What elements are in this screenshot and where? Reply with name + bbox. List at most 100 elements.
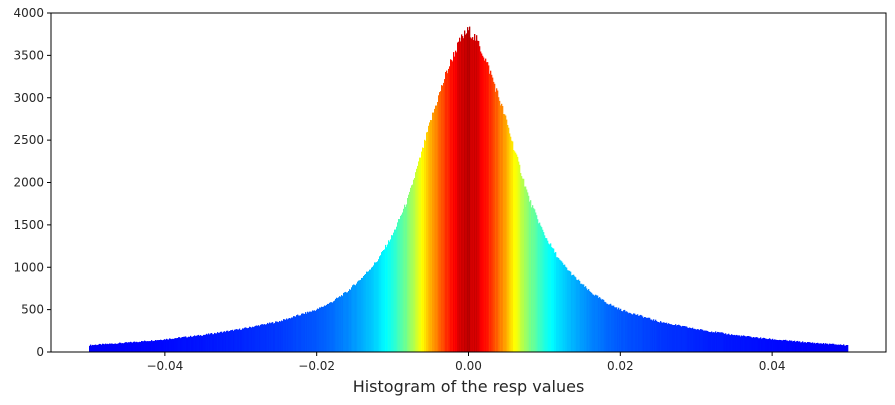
histogram-bar <box>827 343 829 352</box>
histogram-bar <box>625 311 627 352</box>
histogram-bar <box>448 68 450 353</box>
histogram-bar <box>278 322 280 352</box>
histogram-bar <box>441 85 443 352</box>
histogram-bar <box>832 343 834 352</box>
histogram-bar <box>729 334 731 352</box>
histogram-bar <box>834 344 836 352</box>
histogram-bar <box>169 338 171 352</box>
histogram-bar <box>536 215 538 352</box>
histogram-bar <box>159 340 161 352</box>
histogram-bar <box>347 292 349 352</box>
histogram-bar <box>212 334 214 352</box>
histogram-bar <box>195 336 197 352</box>
y-tick-label: 1000 <box>13 260 44 274</box>
histogram-bar <box>340 296 342 352</box>
histogram-bar <box>107 343 109 352</box>
histogram-bar <box>703 330 705 352</box>
histogram-bar <box>178 337 180 352</box>
histogram-bar <box>626 311 628 352</box>
histogram-bar <box>694 328 696 352</box>
histogram-bar <box>762 338 764 352</box>
histogram-bar <box>474 34 476 352</box>
histogram-bar <box>401 214 403 352</box>
histogram-bar <box>290 318 292 352</box>
histogram-bar <box>687 327 689 352</box>
x-tick-label: 0.00 <box>455 359 482 373</box>
histogram-bar <box>507 125 509 352</box>
histogram-bar <box>595 294 597 352</box>
histogram-bar <box>609 304 611 352</box>
histogram-bar <box>782 340 784 352</box>
histogram-bar <box>797 340 799 352</box>
histogram-bar <box>430 120 432 352</box>
histogram-bar <box>203 334 205 352</box>
histogram-bar <box>541 227 543 352</box>
histogram-bar <box>156 340 158 352</box>
histogram-bar <box>174 338 176 352</box>
histogram-bar <box>622 311 624 352</box>
histogram-bar <box>771 339 773 352</box>
histogram-bar <box>266 324 268 352</box>
histogram-bar <box>188 336 190 352</box>
histogram-bar <box>732 334 734 352</box>
histogram-bar <box>200 335 202 352</box>
histogram-bar <box>166 338 168 352</box>
histogram-bar <box>501 103 503 352</box>
histogram-bar <box>712 332 714 352</box>
histogram-bar <box>350 289 352 352</box>
histogram-bar <box>276 321 278 352</box>
histogram-bar <box>522 178 524 352</box>
histogram-bar <box>836 344 838 352</box>
histogram-bar <box>680 325 682 352</box>
histogram-bar <box>97 344 99 352</box>
histogram-bar <box>824 344 826 352</box>
histogram-bar <box>433 112 435 352</box>
histogram-bar <box>367 271 369 352</box>
histogram-bar <box>286 318 288 352</box>
histogram-bar <box>544 235 546 352</box>
histogram-bar <box>273 323 275 352</box>
histogram-bar <box>833 343 835 352</box>
histogram-bar <box>411 185 413 352</box>
histogram-bar <box>101 344 103 352</box>
histogram-bar <box>570 271 572 352</box>
histogram-bar <box>214 332 216 352</box>
histogram-bar <box>692 327 694 352</box>
histogram-bar <box>630 313 632 352</box>
histogram-bar <box>283 319 285 352</box>
histogram-bar <box>494 83 496 353</box>
histogram-bar <box>552 248 554 352</box>
y-tick-label: 2500 <box>13 133 44 147</box>
histogram-bar <box>279 321 281 352</box>
histogram-bar <box>486 62 488 352</box>
histogram-bar <box>773 339 775 352</box>
histogram-bar <box>104 344 106 352</box>
histogram-bar <box>800 342 802 352</box>
histogram-bar <box>410 187 412 352</box>
histogram-bar <box>714 332 716 352</box>
histogram-bar <box>341 295 343 352</box>
histogram-bar <box>847 345 849 352</box>
histogram-bar <box>505 115 507 352</box>
histogram-bar <box>579 281 581 352</box>
histogram-bar <box>155 340 157 352</box>
histogram-bar <box>818 343 820 352</box>
histogram-bar <box>721 332 723 352</box>
histogram-bar <box>530 200 532 352</box>
histogram-bar <box>371 267 373 352</box>
histogram-bar <box>165 339 167 352</box>
histogram-bar <box>621 311 623 352</box>
histogram-bar <box>679 325 681 352</box>
histogram-bar <box>390 239 392 352</box>
histogram-bar <box>665 323 667 352</box>
histogram-bar <box>462 36 464 352</box>
histogram-bar <box>239 328 241 352</box>
histogram-bar <box>296 315 298 352</box>
histogram-bar <box>96 345 98 352</box>
histogram-bar <box>534 209 536 352</box>
histogram-bar <box>209 334 211 352</box>
histogram-bar <box>792 341 794 352</box>
histogram-bar <box>718 332 720 352</box>
histogram-bar <box>576 279 578 352</box>
histogram-bar <box>265 324 267 352</box>
